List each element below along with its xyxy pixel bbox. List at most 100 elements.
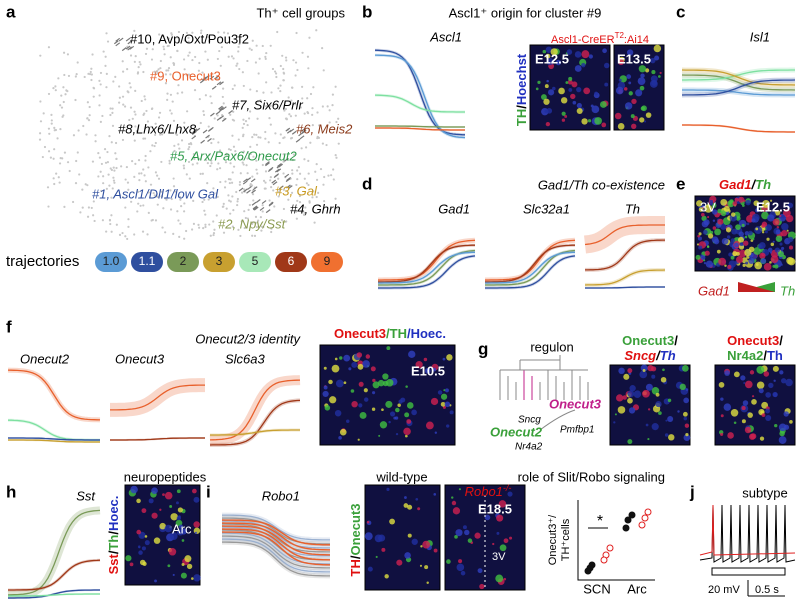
signal [159, 522, 166, 530]
signal [774, 209, 781, 216]
signal [630, 114, 635, 119]
cell-dot [216, 57, 219, 61]
cell-dot [285, 59, 288, 62]
cell-dot [227, 178, 231, 181]
signal [738, 231, 744, 237]
cell-dot [268, 117, 271, 120]
curve [374, 54, 466, 139]
text: Onecut3 [348, 504, 363, 556]
signal [658, 411, 662, 415]
arrow [284, 157, 289, 162]
cell-dot [101, 219, 105, 222]
signal [176, 501, 179, 505]
signal [572, 100, 577, 105]
cell-dot [54, 85, 57, 88]
signal [446, 559, 451, 564]
cell-dot [180, 204, 183, 208]
signal [705, 260, 714, 268]
cell-dot [161, 133, 164, 136]
cell-dot [307, 159, 310, 162]
curve [378, 239, 476, 281]
signal [180, 572, 187, 579]
cell-dot [245, 226, 248, 229]
cell-dot [278, 190, 281, 193]
signal [709, 199, 714, 204]
cell-dot [62, 86, 65, 89]
signal [769, 251, 772, 254]
signal [779, 242, 783, 246]
signal [328, 379, 333, 385]
signal [395, 433, 399, 436]
arrow [242, 180, 248, 185]
signal [403, 427, 411, 436]
cell-dot [311, 107, 314, 110]
signal [736, 256, 744, 264]
cell-dot [247, 208, 250, 211]
legend-label: 1.1 [139, 254, 156, 268]
cell-dot [47, 150, 51, 153]
cell-dot [294, 74, 297, 77]
signal [566, 49, 573, 55]
signal [743, 381, 746, 385]
signal [474, 532, 481, 539]
cell-dot [114, 75, 117, 78]
cell-dot [191, 163, 194, 166]
cell-dot [199, 172, 202, 175]
cell-dot [291, 169, 294, 172]
y-label: Onecut3⁺/ [547, 514, 559, 565]
cell-dot [105, 32, 108, 35]
cell-dot [138, 172, 141, 175]
arrow [192, 128, 198, 133]
cell-dot [102, 175, 105, 178]
cell-dot [56, 137, 59, 140]
signal [492, 542, 495, 546]
cell-dot [265, 51, 268, 55]
cell-dot [156, 174, 159, 177]
signal [405, 385, 408, 388]
cell-dot [255, 44, 258, 47]
cell-dot [315, 195, 318, 199]
cell-dot [185, 173, 188, 176]
signal [348, 367, 352, 371]
text: Hoec. [106, 496, 121, 531]
cell-dot [221, 87, 225, 90]
signal [629, 385, 636, 392]
category-label: Arc [627, 581, 647, 596]
cell-dot [59, 104, 62, 107]
signal [724, 370, 730, 376]
signal [561, 118, 566, 122]
cell-dot [81, 188, 84, 191]
group-label: #5, Arx/Pax6/Onecut2 [170, 148, 297, 163]
legend-swatch [203, 252, 235, 272]
cell-dot [147, 191, 150, 194]
cell-dot [236, 62, 239, 65]
cell-dot [122, 103, 125, 106]
cell-dot [154, 171, 158, 174]
cell-dot [309, 141, 312, 144]
signal [706, 245, 710, 249]
curve [209, 379, 301, 441]
signal [358, 403, 363, 408]
text: /Hoec. [407, 326, 446, 341]
cell-dot [217, 78, 220, 81]
arrow [251, 189, 256, 194]
cell-dot [197, 223, 200, 226]
cell-dot [294, 103, 297, 106]
cell-dot [139, 204, 142, 207]
signal [723, 403, 732, 411]
signal [772, 365, 779, 372]
cell-dot [270, 91, 273, 94]
cell-dot [128, 82, 131, 85]
arrow [129, 45, 135, 50]
cell-dot [127, 218, 130, 221]
signal [748, 257, 755, 265]
cell-dot [317, 136, 321, 139]
cell-dot [118, 233, 122, 236]
cell-dot [149, 150, 152, 153]
signal [727, 432, 734, 439]
panel-title: regulon [530, 339, 573, 354]
signal [599, 101, 607, 108]
signal [635, 89, 643, 97]
signal [560, 97, 568, 104]
cell-dot [231, 225, 234, 228]
